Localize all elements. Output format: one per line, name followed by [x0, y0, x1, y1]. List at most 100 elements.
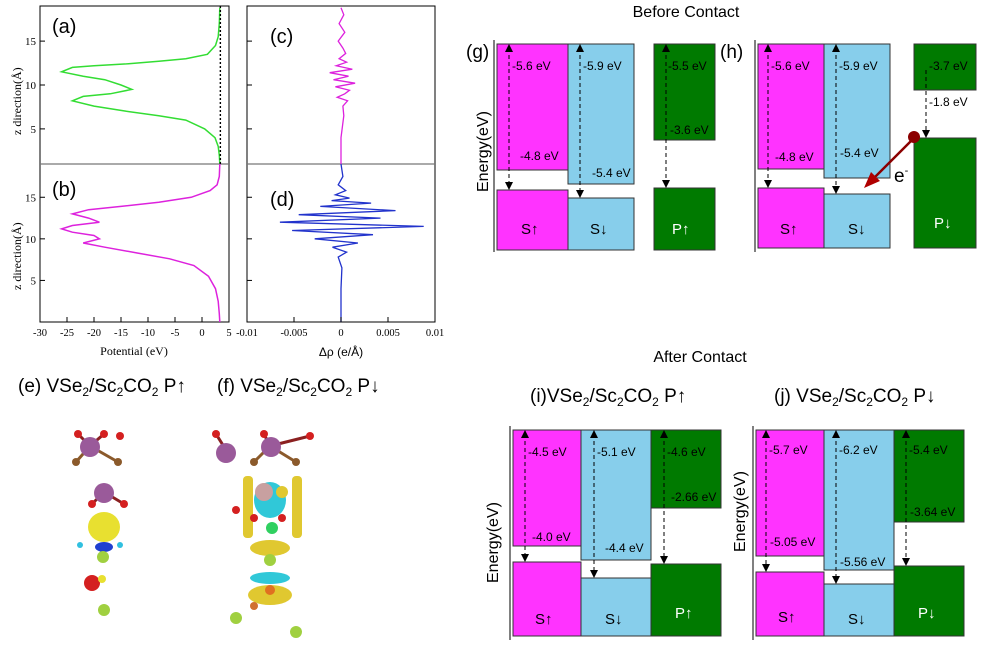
charge-isosurface — [88, 512, 120, 542]
charge-isosurface-blue — [95, 542, 113, 552]
v-atom — [265, 585, 275, 595]
curve-d — [279, 163, 424, 322]
s-up-cb-block — [512, 561, 582, 637]
h-p-top-value: -3.7 eV — [929, 59, 968, 73]
s-up-cb-block — [757, 187, 825, 249]
arrowhead — [505, 182, 513, 190]
arrowhead — [576, 190, 584, 198]
i-block-s-down: S↓ — [605, 611, 623, 628]
arrowhead — [521, 430, 529, 438]
h-s-down-bottom-value: -5.4 eV — [840, 146, 879, 160]
se-atom — [230, 612, 242, 624]
panel-label-d: (d) — [270, 189, 294, 211]
arrowhead — [590, 430, 598, 438]
arrowhead — [832, 576, 840, 584]
v-atom — [84, 575, 100, 591]
charge-isosurface — [98, 575, 106, 583]
y-tick-label: 5 — [31, 124, 37, 136]
j-s-down-bottom-value: -5.56 eV — [840, 555, 885, 569]
charge-isosurface-cyan — [77, 542, 83, 548]
o-atom — [74, 430, 82, 438]
g-s-down-bottom-value: -5.4 eV — [592, 166, 631, 180]
caption-f: (f) VSe2/Sc2CO2 P↓ — [217, 376, 380, 399]
j-p-bottom-value: -3.64 eV — [910, 505, 955, 519]
plots-group: 5 10 15 5 10 15 -30 -25 -20 -15 -10 -5 0 5 -0.01 -0.005… — [10, 5, 444, 359]
arrowhead — [662, 44, 670, 52]
o-atom — [100, 430, 108, 438]
y-tick-label: 15 — [25, 36, 37, 48]
p-cb-block — [653, 187, 716, 251]
x-tick-label: -30 — [33, 328, 47, 339]
s-down-cb-block — [823, 583, 895, 637]
x-tick-label: 0 — [199, 328, 204, 339]
g-block-p: P↑ — [672, 221, 690, 238]
charge-isosurface — [276, 486, 288, 498]
i-s-up-bottom-value: -4.0 eV — [532, 530, 571, 544]
sc-atom — [94, 483, 114, 503]
s-down-cb-block — [567, 197, 635, 251]
charge-isosurface-green — [266, 522, 278, 534]
s-up-vb-block — [757, 43, 825, 170]
x-tick-label: -15 — [114, 328, 128, 339]
title-j: (j) VSe2/Sc2CO2 P↓ — [774, 386, 936, 409]
x-tick-label: -25 — [60, 328, 74, 339]
g-p-bottom-value: -3.6 eV — [670, 123, 709, 137]
charge-isosurface — [292, 476, 302, 538]
se-atom — [97, 551, 109, 563]
ylabel-bottom: z direction(Å) — [10, 222, 24, 290]
p-vb-block — [650, 429, 722, 509]
p-vb-block — [653, 43, 716, 141]
x-tick-label: -20 — [87, 328, 101, 339]
j-block-p: P↓ — [918, 605, 936, 622]
i-p-bottom-value: -2.66 eV — [671, 490, 716, 504]
band-panel-g: (g) Energy(eV) -5.6 eV -4.8 eV -5.9 eV -… — [466, 40, 716, 252]
xlabel-delta-rho: Δρ (e/Å) — [319, 344, 363, 359]
arrowhead — [902, 558, 910, 566]
arrowhead — [590, 570, 598, 578]
curve-c — [329, 7, 356, 164]
arrowhead — [832, 430, 840, 438]
o-atom — [260, 430, 268, 438]
y-tick-label: 10 — [25, 80, 37, 92]
o-atom — [278, 514, 286, 522]
o-atom — [212, 430, 220, 438]
band-panel-j: (j) VSe2/Sc2CO2 P↓ Energy(eV) -5.7 eV -5… — [732, 386, 965, 640]
y-tick-label: 5 — [31, 275, 37, 287]
h-block-p: P↓ — [934, 215, 952, 232]
xlabel-potential: Potential (eV) — [100, 344, 168, 358]
p-vb-block — [913, 43, 977, 91]
g-s-down-top-value: -5.9 eV — [583, 59, 622, 73]
arrowhead — [521, 554, 529, 562]
h-p-mid-value: -1.8 eV — [929, 95, 968, 109]
sc-atom — [261, 437, 281, 457]
i-block-p: P↑ — [675, 605, 693, 622]
p-cb-block — [893, 565, 965, 637]
s-down-vb-block — [567, 43, 635, 185]
ylabel-top: z direction(Å) — [10, 67, 24, 135]
panel-label-b: (b) — [52, 179, 76, 201]
j-s-down-top-value: -6.2 eV — [839, 443, 878, 457]
j-block-s-down: S↓ — [848, 611, 866, 628]
arrowhead — [576, 44, 584, 52]
o-atom — [250, 514, 258, 522]
y-tick-label: 10 — [25, 234, 37, 246]
i-s-down-bottom-value: -4.4 eV — [605, 541, 644, 555]
arrowhead — [505, 44, 513, 52]
panel-label-h: (h) — [720, 42, 743, 63]
s-up-cb-block — [496, 189, 569, 251]
j-p-top-value: -5.4 eV — [909, 443, 948, 457]
electron-dot — [908, 131, 920, 143]
h-block-s-up: S↑ — [780, 221, 798, 238]
x-tick-label: -0.01 — [236, 328, 258, 339]
o-atom — [120, 500, 128, 508]
x-tick-label: 0 — [338, 328, 343, 339]
c-atom — [72, 458, 80, 466]
o-atom — [306, 432, 314, 440]
h-s-up-bottom-value: -4.8 eV — [775, 150, 814, 164]
x-tick-label: -5 — [171, 328, 180, 339]
g-s-up-top-value: -5.6 eV — [512, 59, 551, 73]
s-up-vb-block — [755, 429, 825, 557]
p-cb-block — [913, 137, 977, 249]
electron-transfer-arrow — [871, 137, 915, 181]
arrowhead — [660, 556, 668, 564]
